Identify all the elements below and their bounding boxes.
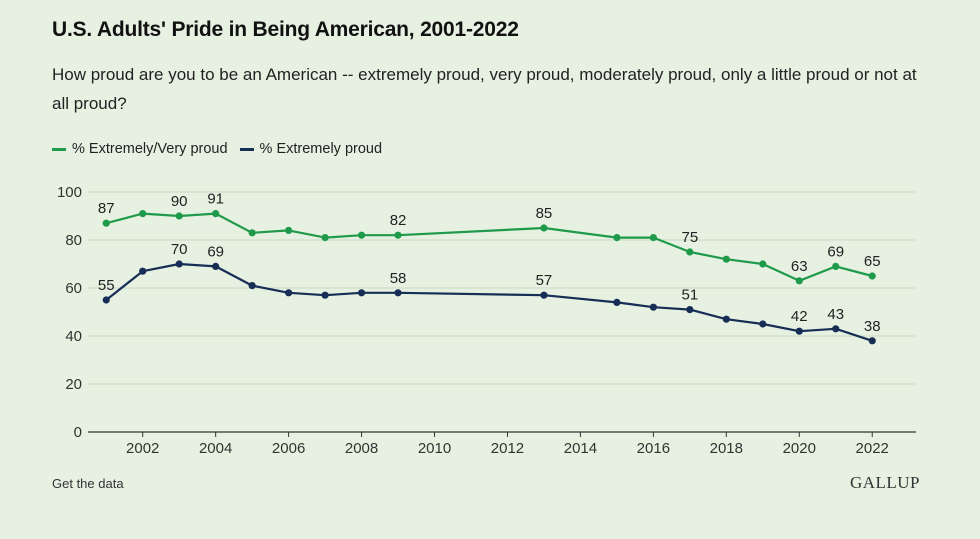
data-point [686,306,694,314]
x-tick-label: 2020 [783,440,816,457]
data-point [139,267,147,275]
data-point [649,303,657,311]
legend-swatch-navy [239,147,254,151]
data-label: 55 [98,277,115,294]
data-label: 42 [791,308,808,325]
x-tick-label: 2004 [199,440,232,457]
data-point [759,320,767,328]
data-label: 87 [98,200,115,217]
legend-item-extremely-very-proud[interactable]: % Extremely/Very proud [52,141,228,157]
y-tick-label: 0 [74,424,82,441]
data-point [868,272,876,280]
data-point [759,260,767,268]
data-point [212,210,220,218]
data-label: 70 [171,241,188,258]
data-label: 91 [207,191,224,208]
data-label: 38 [864,318,881,335]
data-point [795,327,803,335]
data-label: 85 [536,205,553,222]
data-point [357,289,366,297]
x-tick-label: 2010 [418,440,451,457]
data-label: 58 [390,270,407,287]
data-point [285,226,293,234]
x-tick-label: 2018 [710,440,743,457]
data-point [175,260,183,268]
data-point [248,282,256,290]
x-tick-label: 2006 [272,440,305,457]
x-tick-label: 2012 [491,440,524,457]
gallup-logo: GALLUP [849,473,920,492]
chart-title: U.S. Adults' Pride in Being American, 20… [52,18,519,41]
data-point [357,231,366,239]
data-point [321,291,329,299]
data-point [212,262,220,270]
data-point [540,224,548,232]
data-point [394,289,402,297]
legend-swatch-green [52,147,66,151]
data-point [613,234,621,242]
data-point [686,248,694,256]
x-tick-label: 2022 [856,440,889,457]
data-point [102,296,110,304]
data-label: 69 [827,243,844,260]
data-label: 65 [864,253,881,270]
y-tick-label: 20 [65,376,82,393]
data-point [649,234,657,242]
get-the-data-link[interactable]: Get the data [52,476,124,491]
data-point [540,291,548,299]
legend-label: % Extremely/Very proud [72,141,228,157]
legend-label: % Extremely proud [259,141,383,157]
x-tick-label: 2002 [126,440,159,457]
data-point [102,219,110,227]
data-label: 51 [682,287,699,304]
data-point [832,262,840,270]
x-tick-label: 2008 [345,440,378,457]
data-point [139,210,147,218]
series-line [105,262,873,342]
chart-legend: % Extremely/Very proud % Extremely proud [52,141,394,157]
data-label: 75 [682,229,699,246]
data-label: 57 [536,272,553,289]
data-label: 82 [390,212,407,229]
data-point [248,229,256,237]
chart-subtitle: How proud are you to be an American -- e… [52,65,917,113]
data-point [722,255,730,263]
data-point [868,337,876,345]
data-point [285,289,293,297]
x-tick-label: 2014 [564,440,597,457]
data-label: 69 [207,243,224,260]
y-tick-label: 80 [65,232,82,249]
y-tick-label: 40 [65,328,82,345]
data-point [175,212,183,220]
legend-item-extremely-proud[interactable]: % Extremely proud [239,141,383,157]
data-label: 90 [171,193,188,210]
data-point [394,231,402,239]
data-point [722,315,730,323]
data-point [832,325,840,333]
data-label: 63 [791,258,808,275]
y-tick-label: 60 [65,280,82,297]
x-tick-label: 2016 [637,440,670,457]
data-point [613,298,621,306]
data-point [795,277,803,285]
series-line [105,212,873,282]
y-tick-label: 100 [57,184,82,201]
data-point [321,234,329,242]
data-label: 43 [827,306,844,323]
